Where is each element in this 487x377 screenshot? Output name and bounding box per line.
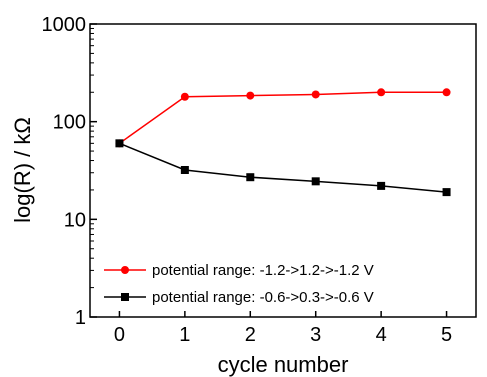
x-axis: 0 1 2 3 4 5: [114, 311, 452, 346]
x-tick-label-3: 3: [310, 324, 321, 346]
x-tick-label-2: 2: [245, 324, 256, 346]
series-1-point-1: [180, 165, 189, 174]
series-0-point-4: [377, 88, 386, 97]
y-axis-title: log(R) / kΩ: [10, 117, 35, 223]
series-0-point-2: [246, 91, 255, 100]
series-layer: [115, 88, 451, 197]
series-0-point-3: [311, 90, 320, 99]
series-1-point-4: [377, 181, 386, 190]
series-1-point-0: [115, 139, 124, 148]
y-tick-label-3: 1000: [42, 14, 87, 36]
series-1-point-5: [442, 188, 451, 197]
plot-frame: [89, 23, 477, 318]
x-tick-label-1: 1: [179, 324, 190, 346]
series-1-point-2: [246, 173, 255, 182]
y-tick-label-2: 100: [53, 112, 86, 134]
series-line-1: [119, 142, 447, 193]
legend: potential range: -1.2->1.2->-1.2 V potent…: [104, 262, 374, 306]
x-tick-label-5: 5: [441, 324, 452, 346]
series-0-point-5: [442, 88, 451, 97]
y-axis: 1 10 100 1000: [42, 14, 97, 329]
legend-marker-1: [121, 293, 129, 301]
y-tick-label-1: 10: [64, 209, 86, 231]
legend-label-1: potential range: -0.6->0.3->-0.6 V: [152, 289, 374, 306]
x-tick-label-4: 4: [376, 324, 387, 346]
series-line-0: [119, 91, 447, 144]
legend-marker-0: [121, 266, 129, 274]
series-0-point-1: [180, 92, 189, 101]
y-tick-label-0: 1: [75, 307, 86, 329]
x-axis-title: cycle number: [218, 352, 349, 377]
legend-label-0: potential range: -1.2->1.2->-1.2 V: [152, 262, 374, 279]
x-tick-label-0: 0: [114, 324, 125, 346]
series-1-point-3: [311, 177, 320, 186]
